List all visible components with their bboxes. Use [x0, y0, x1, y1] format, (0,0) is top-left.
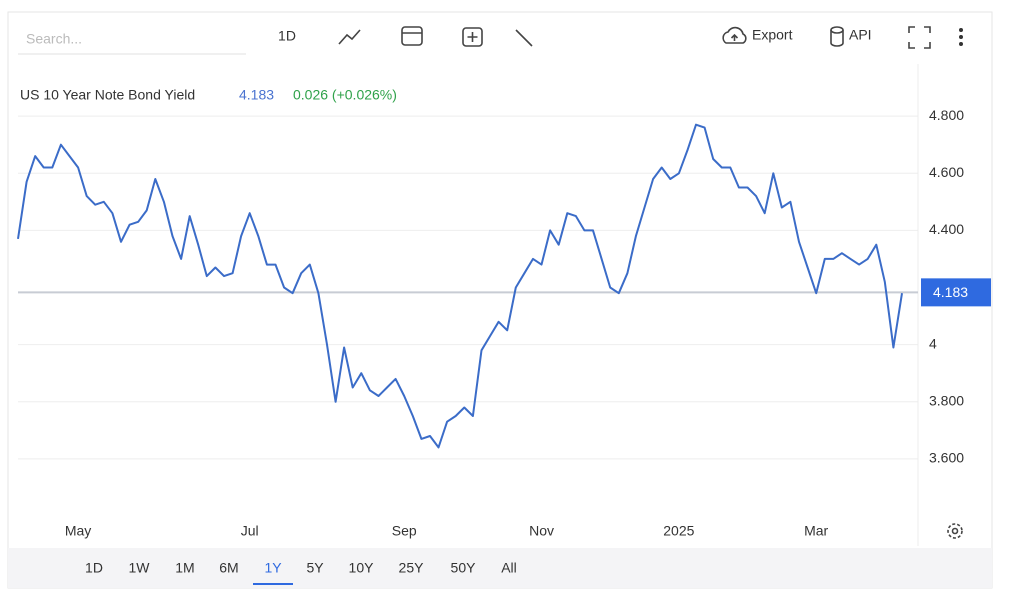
y-tick-label: 3.600	[929, 450, 964, 466]
range-button[interactable]: 1D	[85, 560, 103, 576]
range-button[interactable]: 1M	[175, 560, 194, 576]
range-button[interactable]: All	[501, 560, 517, 576]
line-type-icon[interactable]	[338, 29, 361, 45]
y-tick-label: 3.800	[929, 392, 964, 408]
last-value-tag-label: 4.183	[933, 284, 968, 300]
range-button[interactable]: 1Y	[264, 560, 282, 576]
export-label: Export	[752, 27, 793, 43]
panel	[7, 11, 993, 589]
x-tick-label: Jul	[241, 523, 259, 539]
range-button[interactable]: 5Y	[306, 560, 324, 576]
x-tick-label: Sep	[392, 523, 417, 539]
x-tick-label: May	[65, 523, 91, 539]
y-tick-label: 4.400	[929, 221, 964, 237]
range-button[interactable]: 6M	[219, 560, 238, 576]
calendar-icon[interactable]	[401, 26, 423, 46]
range-button[interactable]: 25Y	[399, 560, 425, 576]
last-value-tag	[921, 278, 991, 307]
x-tick-label: 2025	[663, 523, 694, 539]
range-bar	[8, 548, 992, 588]
api-button[interactable]: API	[830, 26, 872, 47]
change: 0.026 (+0.026%)	[293, 87, 397, 103]
y-tick-label: 4.600	[929, 164, 964, 180]
settings-icon[interactable]	[947, 523, 963, 539]
series-line	[17, 123, 903, 449]
y-tick-label: 4	[929, 335, 937, 351]
range-button[interactable]: 10Y	[349, 560, 375, 576]
interval-button[interactable]: 1D	[278, 28, 296, 44]
x-tick-label: Mar	[804, 523, 828, 539]
x-tick-label: Nov	[529, 523, 554, 539]
range-button[interactable]: 1W	[129, 560, 151, 576]
add-indicator-icon[interactable]	[462, 27, 483, 47]
last-value: 4.183	[239, 87, 274, 103]
chart-title: US 10 Year Note Bond Yield	[20, 87, 195, 103]
y-tick-label: 4.800	[929, 107, 964, 123]
export-button[interactable]: Export	[722, 27, 793, 44]
more-icon[interactable]	[959, 28, 963, 46]
api-label: API	[849, 27, 872, 43]
range-button[interactable]: 50Y	[451, 560, 477, 576]
search-box[interactable]: Search...	[26, 31, 82, 47]
tools-icon[interactable]	[515, 29, 533, 47]
fullscreen-icon[interactable]	[908, 26, 931, 49]
